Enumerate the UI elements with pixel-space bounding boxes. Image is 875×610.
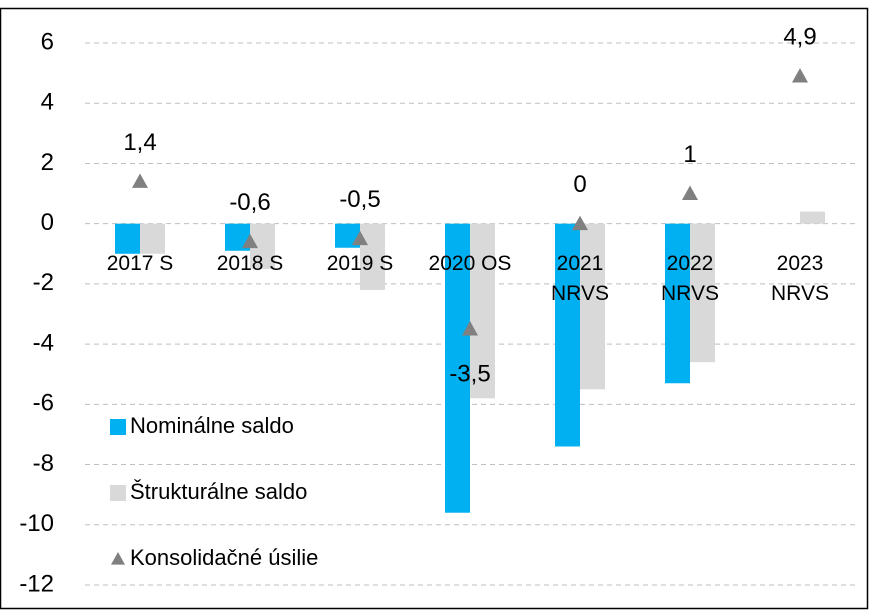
bar <box>470 223 495 399</box>
x-tick-label: 2017 S <box>107 252 174 275</box>
y-tick-label: 4 <box>41 89 54 116</box>
data-label: 4,9 <box>783 23 816 50</box>
y-tick-label: -10 <box>19 510 54 537</box>
y-tick-label: -4 <box>33 329 54 356</box>
marker <box>242 233 258 249</box>
legend-swatch <box>111 552 125 565</box>
data-label: -3,5 <box>449 360 490 387</box>
bar <box>555 223 580 447</box>
y-tick-label: 2 <box>41 149 54 176</box>
x-tick-label: 2020 OS <box>429 252 512 275</box>
bar <box>140 223 165 254</box>
marker <box>352 230 368 246</box>
legend-swatch <box>110 419 126 435</box>
data-label: -0,6 <box>229 189 270 216</box>
data-label: 0 <box>573 171 586 198</box>
x-tick-line: 2020 OS <box>429 252 512 275</box>
data-label: -0,5 <box>339 186 380 213</box>
bar <box>360 223 385 290</box>
frame <box>0 7 869 610</box>
x-tick-line: NRVS <box>551 282 609 305</box>
marker <box>572 215 588 231</box>
bar <box>800 211 825 224</box>
y-tick-label: 6 <box>41 28 54 55</box>
x-tick-line: 2021 <box>557 252 604 275</box>
legend-label: Nominálne saldo <box>130 413 294 438</box>
x-tick-line: 2018 S <box>217 252 284 275</box>
x-tick-line: 2023 <box>777 252 824 275</box>
bar <box>580 223 605 390</box>
x-tick-line: 2017 S <box>107 252 174 275</box>
y-tick-label: -12 <box>19 570 54 597</box>
bar <box>690 223 715 363</box>
x-tick-label: 2018 S <box>217 252 284 275</box>
y-tick-label: 0 <box>41 209 54 236</box>
x-tick-label: 2019 S <box>327 252 394 275</box>
y-tick-label: -8 <box>33 450 54 477</box>
marker <box>682 185 698 200</box>
bar <box>115 223 140 254</box>
x-tick-label: 2022 NRVS <box>661 252 719 305</box>
x-tick-line: NRVS <box>661 282 719 305</box>
legend-swatch <box>110 485 126 501</box>
x-tick-line: 2022 <box>667 252 714 275</box>
data-label: 1,4 <box>123 129 156 156</box>
marker <box>132 173 148 188</box>
legend-label: Konsolidačné úsilie <box>130 545 318 570</box>
x-tick-label: 2023 NRVS <box>771 252 829 305</box>
x-tick-label: 2021 NRVS <box>551 252 609 305</box>
y-tick-label: -2 <box>33 269 54 296</box>
marker <box>462 321 478 336</box>
x-tick-line: 2019 S <box>327 252 394 275</box>
bar <box>665 223 690 384</box>
y-tick-label: -6 <box>33 390 54 417</box>
x-tick-line: NRVS <box>771 282 829 305</box>
bar <box>445 223 470 513</box>
data-label: 1 <box>683 141 696 168</box>
marker <box>792 68 808 83</box>
legend-label: Štrukturálne saldo <box>130 479 307 504</box>
